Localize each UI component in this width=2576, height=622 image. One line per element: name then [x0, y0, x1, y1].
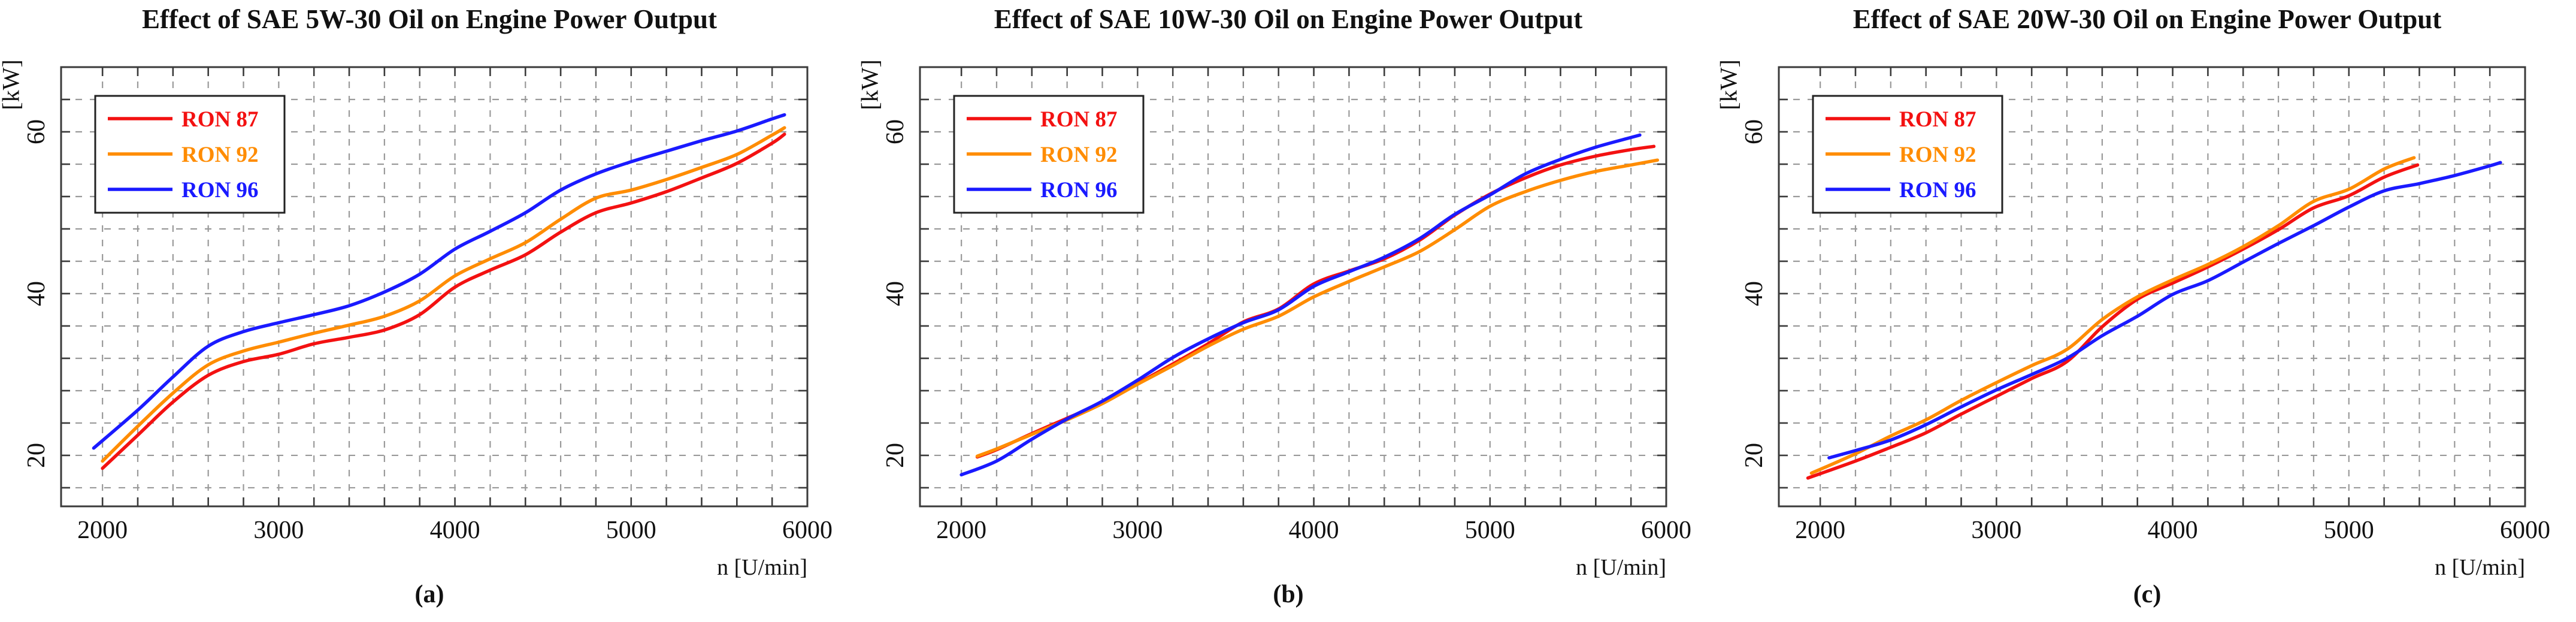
- legend-label-ron-92: RON 92: [1899, 143, 1976, 167]
- panel-label: (a): [414, 581, 444, 608]
- grid-lines: [920, 67, 1666, 506]
- legend-label-ron-92: RON 92: [181, 143, 258, 167]
- series-line-ron-92: [101, 126, 786, 463]
- series-line-ron-92: [1809, 156, 2416, 475]
- x-tick-label: 3000: [253, 517, 304, 544]
- chart-title: Effect of SAE 20W-30 Oil on Engine Power…: [1852, 4, 2442, 34]
- x-axis-label: n [U/min]: [2435, 555, 2525, 580]
- legend-label-ron-96: RON 96: [1899, 178, 1976, 203]
- x-tick-labels: 2000 3000 4000 5000 6000: [77, 517, 833, 544]
- legend-label-ron-96: RON 96: [181, 178, 258, 203]
- series-line-ron-87: [101, 132, 786, 470]
- x-tick-label: 2000: [1795, 517, 1845, 544]
- legend-label-ron-87: RON 87: [1899, 107, 1976, 132]
- plot-area: 2000 3000 4000 5000 6000 RON 87 RON 92 RON 96: [60, 66, 833, 544]
- legend-label-ron-87: RON 87: [181, 107, 258, 132]
- x-tick-label: 6000: [2500, 517, 2550, 544]
- x-axis-label: n [U/min]: [1576, 555, 1666, 580]
- legend-label-ron-96: RON 96: [1040, 178, 1117, 203]
- x-tick-label: 3000: [1112, 517, 1163, 544]
- series-line-ron-87: [1806, 163, 2420, 480]
- chart-panel-c: Effect of SAE 20W-30 Oil on Engine Power…: [1715, 0, 2576, 622]
- plot-border: [60, 66, 809, 508]
- legend: RON 87 RON 92 RON 96: [953, 95, 1145, 214]
- legend: RON 87 RON 92 RON 96: [1812, 95, 2003, 214]
- panel-label: (c): [2133, 581, 2162, 608]
- x-tick-labels: 2000 3000 4000 5000 6000: [936, 517, 1691, 544]
- x-tick-labels: 2000 3000 4000 5000 6000: [1795, 517, 2550, 544]
- x-axis-label: n [U/min]: [717, 555, 807, 580]
- x-tick-label: 4000: [1289, 517, 1339, 544]
- x-tick-label: 4000: [430, 517, 480, 544]
- x-tick-label: 3000: [1971, 517, 2021, 544]
- chart-title: Effect of SAE 5W-30 Oil on Engine Power …: [141, 4, 717, 34]
- panel-label: (b): [1273, 581, 1304, 608]
- plot-border: [1778, 66, 2526, 508]
- plot-area: 2000 3000 4000 5000 6000 RON 87 RON 92 RON 96: [919, 66, 1691, 544]
- x-tick-label: 5000: [1465, 517, 1515, 544]
- legend: RON 87 RON 92 RON 96: [94, 95, 286, 214]
- plot-area: 2000 3000 4000 5000 6000 RON 87 RON 92 RON 96: [1778, 66, 2550, 544]
- legend-label-ron-87: RON 87: [1040, 107, 1117, 132]
- x-tick-label: 6000: [782, 517, 833, 544]
- x-tick-label: 6000: [1641, 517, 1691, 544]
- x-tick-label: 5000: [606, 517, 656, 544]
- legend-label-ron-92: RON 92: [1040, 143, 1117, 167]
- chart-panel-a: Effect of SAE 5W-30 Oil on Engine Power …: [0, 0, 859, 622]
- plot-border: [919, 66, 1667, 508]
- x-tick-label: 2000: [77, 517, 128, 544]
- x-tick-label: 5000: [2324, 517, 2374, 544]
- x-tick-label: 4000: [2148, 517, 2198, 544]
- series-line-ron-96: [1827, 161, 2502, 460]
- chart-title: Effect of SAE 10W-30 Oil on Engine Power…: [994, 4, 1583, 34]
- x-tick-label: 2000: [936, 517, 986, 544]
- chart-panel-b: Effect of SAE 10W-30 Oil on Engine Power…: [856, 0, 1718, 622]
- axis-ticks: [920, 67, 1666, 506]
- series-line-ron-96: [959, 133, 1642, 477]
- axis-ticks: [61, 67, 807, 506]
- axis-ticks: [1779, 67, 2525, 506]
- series-line-ron-96: [92, 113, 786, 450]
